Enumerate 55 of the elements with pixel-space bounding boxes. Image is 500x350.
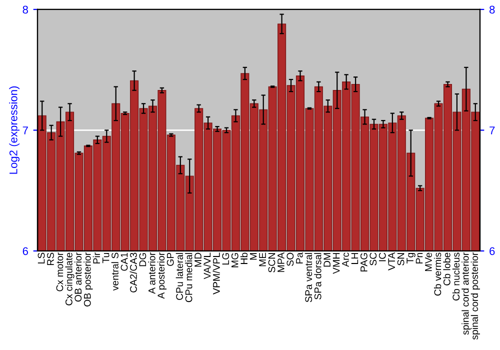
x-tick-label: VA/VL	[204, 252, 211, 280]
x-tick-label: MVe	[425, 252, 432, 271]
x-tick-label: Cb vermis	[434, 252, 442, 296]
y-tick-label: 6	[22, 247, 28, 256]
x-tick-label: MD	[194, 252, 202, 267]
x-tick-label: DG	[139, 253, 146, 266]
x-tick-label: Arc	[342, 252, 349, 267]
x-tick-label: PAG	[360, 253, 368, 272]
x-tick-label: A posterior	[157, 252, 166, 299]
x-tick-label: CA2/CA3	[130, 252, 137, 292]
x-tick-label: VMH	[332, 253, 340, 274]
x-tick-label: Pir	[92, 252, 100, 264]
y-tick-label: 8	[22, 6, 28, 14]
x-tick-label: ME	[259, 252, 266, 266]
y2-tick-label: 8	[490, 6, 495, 14]
x-tick-label: LH	[351, 253, 358, 264]
x-tick-label: OB posterior	[84, 252, 93, 306]
x-tick-label: SO	[286, 252, 294, 266]
x-tick-label: M	[250, 253, 257, 260]
y2-tick-label: 7	[490, 126, 495, 134]
x-tick-label: GP	[166, 252, 174, 266]
x-tick-label: SPa dorsal	[314, 252, 322, 300]
x-tick-label: SPa ventral	[304, 252, 312, 302]
x-tick-label: Cb nucleus	[452, 252, 460, 300]
x-tick-label: DM	[324, 253, 330, 267]
x-tick-label: SCN	[268, 253, 276, 272]
x-tick-label: MG	[231, 253, 238, 268]
x-tick-label: MPA	[278, 252, 284, 272]
x-tick-label: SC	[370, 252, 377, 266]
x-tick-label: ventral S	[111, 252, 118, 291]
x-tick-label: RS	[47, 252, 54, 266]
x-tick-label: A anterior	[148, 252, 156, 294]
x-tick-label: spinal cord posterior	[470, 252, 480, 340]
x-tick-label: Hb	[240, 252, 248, 264]
x-tick-label: OB anterior	[74, 252, 82, 302]
x-tick-label: LG	[222, 253, 230, 265]
x-tick-label: Tg	[406, 252, 416, 264]
x-tick-label: Cx cingulate	[65, 252, 74, 306]
x-tick-label: Tu	[102, 252, 110, 264]
x-tick-label: IC	[378, 252, 386, 262]
y-axis-title: Log2 (expression)	[9, 86, 20, 174]
x-tick-label: VTA	[388, 252, 395, 270]
x-tick-label: Pn	[416, 252, 423, 264]
x-tick-label: CA1	[120, 252, 128, 271]
x-tick-label: Pa	[296, 252, 303, 264]
x-tick-label: Cb lobe	[443, 252, 450, 286]
y2-tick-label: 6	[490, 247, 495, 256]
x-tick-label: LS	[38, 252, 45, 264]
y-tick-label: 7	[22, 126, 28, 134]
x-tick-label: SN	[397, 253, 404, 266]
x-tick-label: CPu medial	[185, 252, 192, 302]
x-tick-label: VPM/VPL	[212, 252, 220, 294]
x-tick-label: Cx motor	[56, 252, 64, 292]
x-tick-label: CPu lateral	[176, 252, 183, 300]
x-tick-label: spinal cord anterior	[462, 252, 471, 335]
